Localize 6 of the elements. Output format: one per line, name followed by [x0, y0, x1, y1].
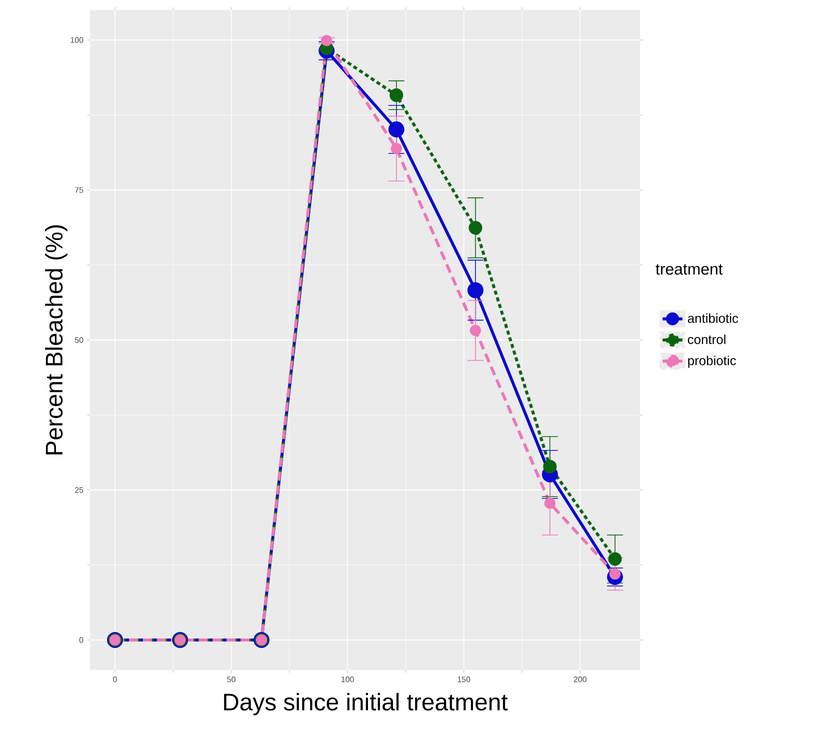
y-axis-title: Percent Bleached (%)	[45, 225, 68, 454]
x-axis-title: Days since initial treatment	[224, 692, 508, 716]
legend-label: probiotic	[688, 356, 736, 368]
legend-title: treatment	[656, 264, 723, 275]
legend-label: antibiotic	[688, 313, 738, 323]
legend-label: control	[688, 334, 726, 344]
